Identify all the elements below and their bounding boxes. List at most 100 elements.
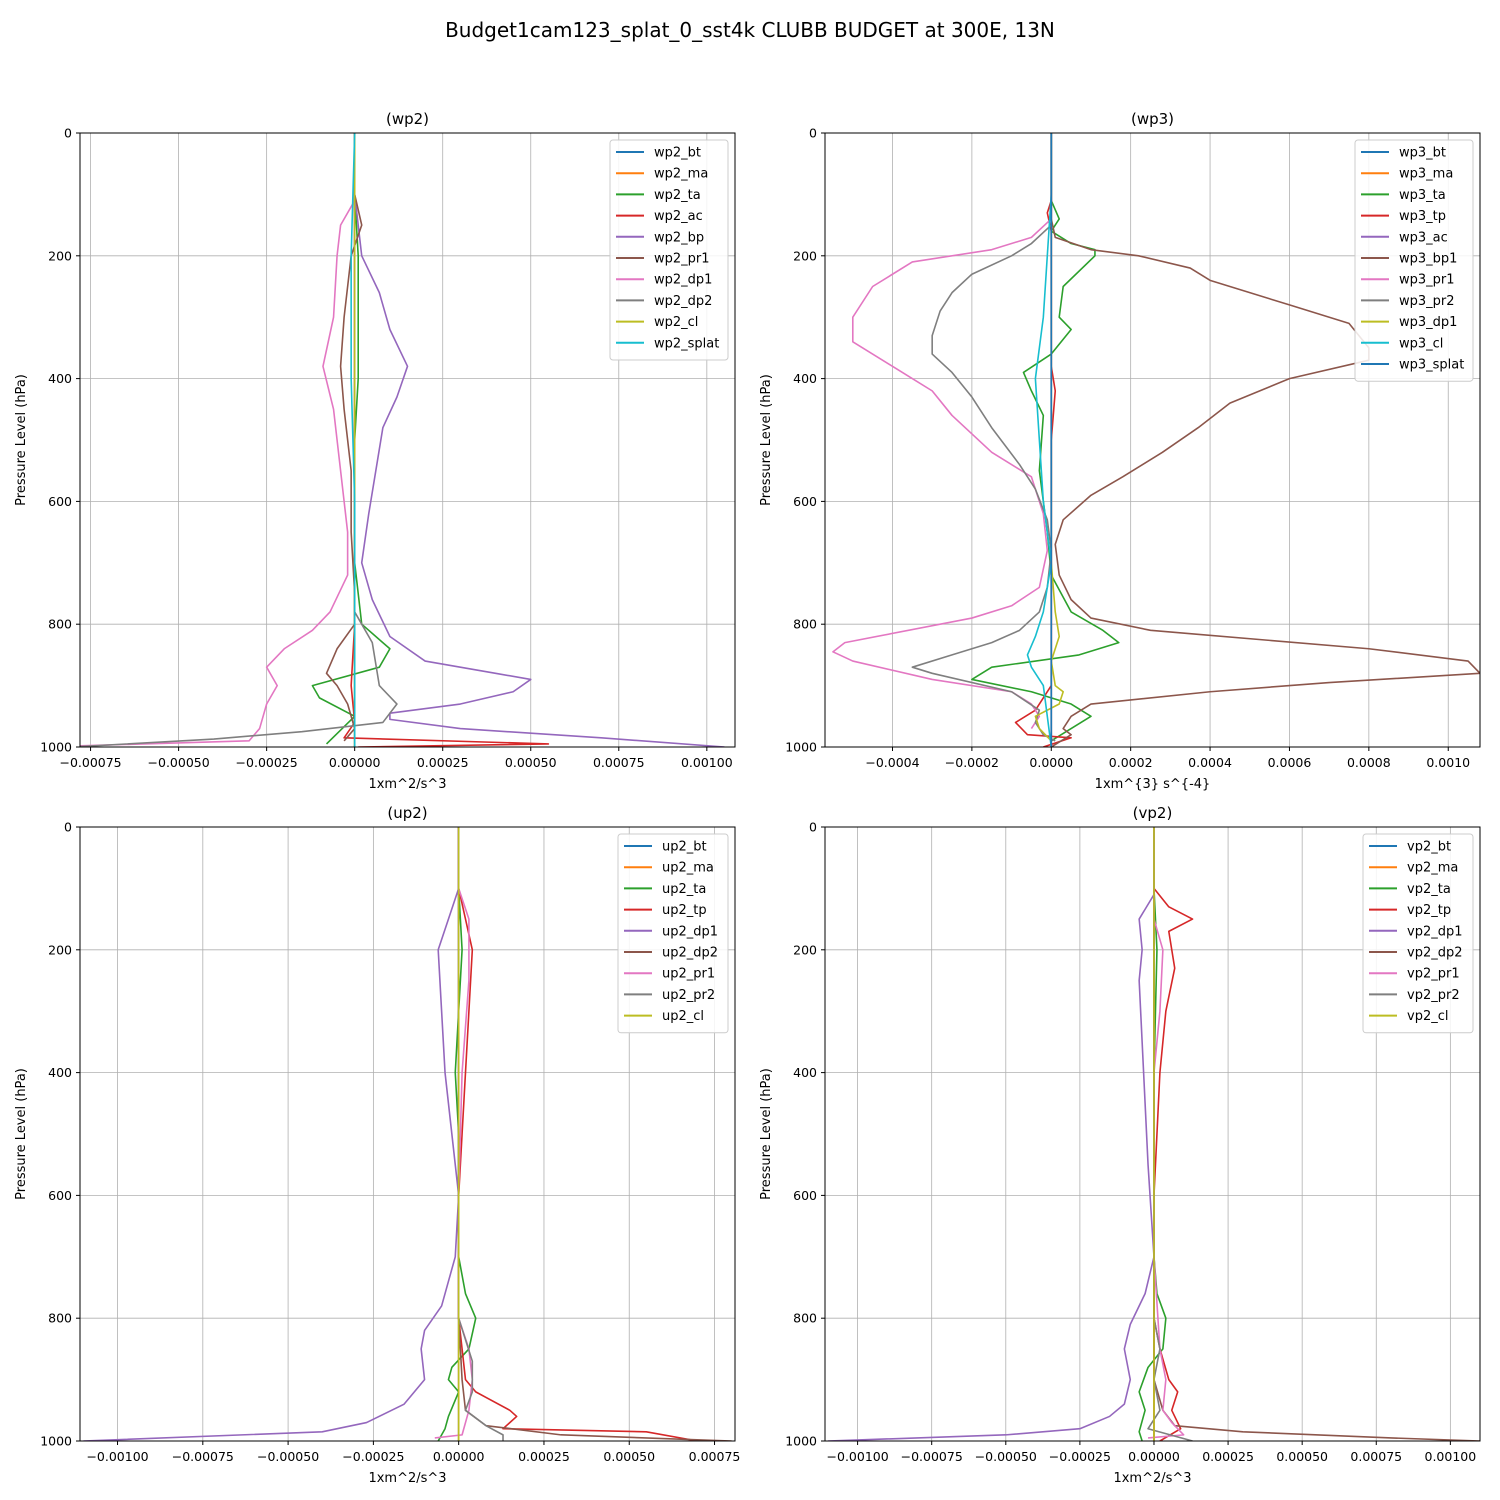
y-tick-label: 800 xyxy=(793,1311,817,1326)
axes-frame xyxy=(79,826,736,1442)
series-line-wp3_dp1 xyxy=(1034,133,1064,742)
legend-label: wp3_cl xyxy=(1399,336,1443,351)
x-tick-label: 0.0006 xyxy=(1268,755,1312,770)
legend-label: vp2_pr2 xyxy=(1407,988,1460,1003)
x-tick-label: −0.00050 xyxy=(257,1449,319,1464)
legend: wp3_bt wp3_ma wp3_ta wp3_tp wp3_ac wp3_bp1 wp3… xyxy=(1354,139,1474,382)
y-tick-label: 0 xyxy=(809,126,817,141)
legend-label: up2_dp2 xyxy=(662,946,718,961)
x-tick-label: 0.0008 xyxy=(1347,755,1391,770)
chart-title: (wp2) xyxy=(386,110,429,128)
series-line-wp3_pr2 xyxy=(911,133,1056,742)
legend-label: up2_cl xyxy=(662,1009,704,1024)
legend-label: wp2_dp2 xyxy=(654,294,712,309)
x-tick-label: −0.00025 xyxy=(1049,1449,1111,1464)
legend: vp2_bt vp2_ma vp2_ta vp2_tp vp2_dp1 vp2_dp2vp… xyxy=(1362,833,1474,1034)
series-line-vp2_pr1 xyxy=(1147,827,1185,1439)
y-tick-label: 400 xyxy=(48,1065,72,1080)
x-tick-label: 0.0002 xyxy=(1109,755,1153,770)
x-tick-label: 0.0000 xyxy=(1029,755,1073,770)
x-tick-label: −0.0004 xyxy=(865,755,919,770)
series-line-wp3_cl xyxy=(1026,133,1053,747)
x-tick-label: −0.0002 xyxy=(945,755,999,770)
y-tick-label: 600 xyxy=(48,1188,72,1203)
series-group xyxy=(827,827,1480,1441)
series-group xyxy=(832,133,1480,747)
y-axis-label: Pressure Level (hPa) xyxy=(759,374,774,506)
legend-label: wp3_bp1 xyxy=(1399,252,1457,267)
legend-label: up2_pr2 xyxy=(662,988,715,1003)
y-tick-label: 1000 xyxy=(785,740,817,755)
x-tick-label: −0.00050 xyxy=(975,1449,1037,1464)
chart-panel-4: −0.00100 −0.00075 −0.00050 −0.00025 0.00000 0… xyxy=(759,804,1481,1486)
legend-box xyxy=(1362,833,1474,1034)
series-line-wp3_tp xyxy=(1014,133,1072,747)
x-tick-label: −0.00025 xyxy=(236,755,298,770)
axes-frame xyxy=(824,826,1481,1442)
series-line-vp2_ta xyxy=(1138,827,1167,1441)
legend-label: vp2_tp xyxy=(1407,903,1451,918)
series-line-up2_ta xyxy=(437,827,477,1441)
y-tick-label: 1000 xyxy=(40,1434,72,1449)
chart-title: (wp3) xyxy=(1131,110,1174,128)
y-tick-label: 800 xyxy=(48,1311,72,1326)
legend-label: up2_tp xyxy=(662,903,707,918)
y-tick-label: 600 xyxy=(793,1188,817,1203)
chart-title: (vp2) xyxy=(1133,804,1173,822)
y-tick-label: 1000 xyxy=(785,1434,817,1449)
x-axis-label: 1xm^2/s^3 xyxy=(368,1471,446,1486)
x-tick-label: −0.00050 xyxy=(148,755,210,770)
x-tick-label: −0.00075 xyxy=(172,1449,234,1464)
legend-label: wp3_ac xyxy=(1399,230,1448,245)
x-tick-label: −0.00075 xyxy=(901,1449,963,1464)
y-tick-label: 1000 xyxy=(40,740,72,755)
legend-label: up2_pr1 xyxy=(662,967,715,982)
series-line-wp2_bp xyxy=(353,133,725,747)
x-tick-label: −0.00075 xyxy=(59,755,121,770)
chart-panel-2: −0.0004 −0.0002 0.0000 0.0002 0.0004 0.0006 0.… xyxy=(759,110,1481,792)
legend: up2_bt up2_ma up2_ta up2_tp up2_dp1 up2_dp2up… xyxy=(617,833,729,1034)
axes-frame xyxy=(79,132,736,748)
legend-label: up2_ma xyxy=(662,861,714,876)
series-line-vp2_tp xyxy=(1153,827,1194,1441)
x-tick-label: 0.00100 xyxy=(681,755,733,770)
legend-label: vp2_ta xyxy=(1407,882,1451,897)
chart-panel-3: −0.00100 −0.00075 −0.00050 −0.00025 0.00000 0… xyxy=(14,804,740,1486)
x-tick-label: 0.00075 xyxy=(1350,1449,1402,1464)
x-tick-label: 0.00025 xyxy=(417,755,469,770)
x-axis-label: 1xm^2/s^3 xyxy=(1113,1471,1191,1486)
x-tick-label: 0.00025 xyxy=(518,1449,570,1464)
y-tick-label: 200 xyxy=(793,942,817,957)
legend-label: wp3_dp1 xyxy=(1399,315,1457,330)
legend-label: wp3_ma xyxy=(1399,167,1453,182)
legend-label: vp2_dp2 xyxy=(1407,946,1463,961)
x-tick-label: 0.0004 xyxy=(1188,755,1232,770)
x-tick-label: 0.00000 xyxy=(329,755,381,770)
legend-label: wp2_splat xyxy=(654,336,719,351)
x-tick-label: 0.00000 xyxy=(433,1449,485,1464)
x-axis-label: 1xm^{3} s^{-4} xyxy=(1095,777,1211,792)
y-axis-label: Pressure Level (hPa) xyxy=(14,374,29,506)
legend-box xyxy=(617,833,729,1034)
chart-title: (up2) xyxy=(387,804,427,822)
y-tick-label: 0 xyxy=(809,820,817,835)
x-tick-label: 0.00050 xyxy=(603,1449,655,1464)
figure-suptitle: Budget1cam123_splat_0_sst4k CLUBB BUDGET… xyxy=(445,18,1055,42)
y-tick-label: 200 xyxy=(48,248,72,263)
series-line-wp3_bp1 xyxy=(1050,133,1480,747)
series-line-wp3_pr1 xyxy=(832,133,1053,730)
legend-label: vp2_bt xyxy=(1407,840,1451,855)
legend-label: wp2_bp xyxy=(654,230,704,245)
series-line-wp2_ta xyxy=(311,133,391,745)
legend-label: wp3_splat xyxy=(1399,358,1464,373)
series-line-wp2_dp1 xyxy=(80,133,356,747)
x-tick-label: 0.00050 xyxy=(1276,1449,1328,1464)
series-line-up2_dp1 xyxy=(83,827,460,1441)
legend-label: vp2_dp1 xyxy=(1407,924,1463,939)
legend-label: vp2_pr1 xyxy=(1407,967,1460,982)
axes-frame xyxy=(824,132,1481,748)
y-tick-label: 200 xyxy=(793,248,817,263)
legend-label: up2_bt xyxy=(662,840,707,855)
x-tick-label: 0.0010 xyxy=(1426,755,1470,770)
